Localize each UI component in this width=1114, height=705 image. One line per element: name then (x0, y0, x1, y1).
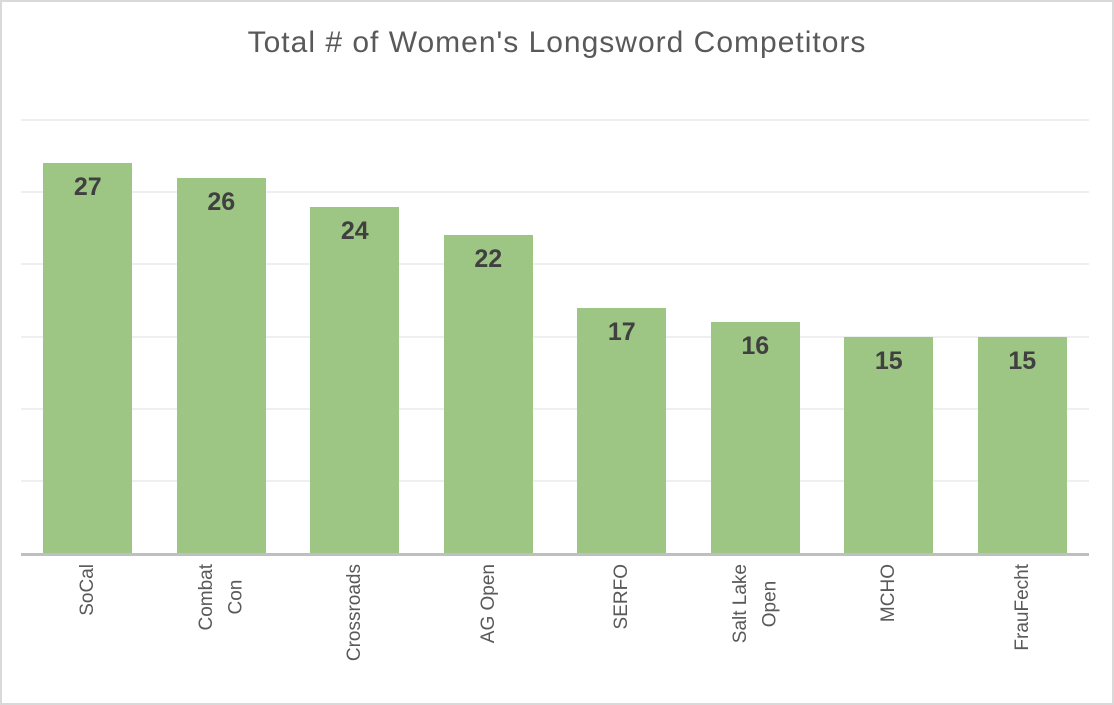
bar-mcho (844, 336, 934, 553)
bar-value-label-salt-lake-open: 16 (741, 332, 770, 361)
bar-value-label-serfo: 17 (607, 317, 636, 346)
bar-value-label-mcho: 15 (874, 346, 903, 375)
category-label-fraufecht: FrauFecht (952, 564, 1092, 702)
category-label-mcho: MCHO (819, 564, 959, 702)
gridline (21, 119, 1089, 121)
category-label-salt-lake-open: Salt Lake Open (685, 564, 825, 702)
category-label-crossroads: Crossroads (285, 564, 425, 702)
bar-socal (43, 163, 133, 553)
bar-value-label-socal: 27 (73, 173, 102, 202)
category-label-text: SERFO (611, 564, 633, 630)
category-label-text: Crossroads (344, 564, 366, 662)
category-label-text: Combat Con (195, 564, 247, 631)
category-label-text: FrauFecht (1011, 564, 1033, 651)
bar-salt-lake-open (710, 322, 800, 553)
x-axis-line (21, 553, 1089, 556)
gridline (21, 479, 1089, 482)
category-label-socal: SoCal (18, 564, 158, 702)
gridline (21, 407, 1089, 410)
gridline (21, 335, 1089, 338)
bar-serfo (577, 307, 667, 553)
bar-combat-con (176, 177, 266, 553)
gridline (21, 191, 1089, 194)
bar-fraufecht (977, 336, 1067, 553)
category-label-ag-open: AG Open (418, 564, 558, 702)
category-label-serfo: SERFO (552, 564, 692, 702)
bar-value-label-ag-open: 22 (474, 245, 503, 274)
gridline (21, 263, 1089, 266)
bar-value-label-crossroads: 24 (340, 216, 369, 245)
bar-value-label-combat-con: 26 (207, 187, 236, 216)
category-label-text: MCHO (878, 564, 900, 623)
category-label-text: SoCal (77, 564, 99, 616)
bar-ag-open (443, 235, 533, 553)
category-label-text: Salt Lake Open (729, 564, 781, 644)
category-label-combat-con: Combat Con (151, 564, 291, 702)
bar-value-label-fraufecht: 15 (1008, 346, 1037, 375)
chart-title: Total # of Women's Longsword Competitors (247, 26, 867, 59)
category-label-text: AG Open (477, 564, 499, 644)
bar-crossroads (310, 206, 400, 553)
